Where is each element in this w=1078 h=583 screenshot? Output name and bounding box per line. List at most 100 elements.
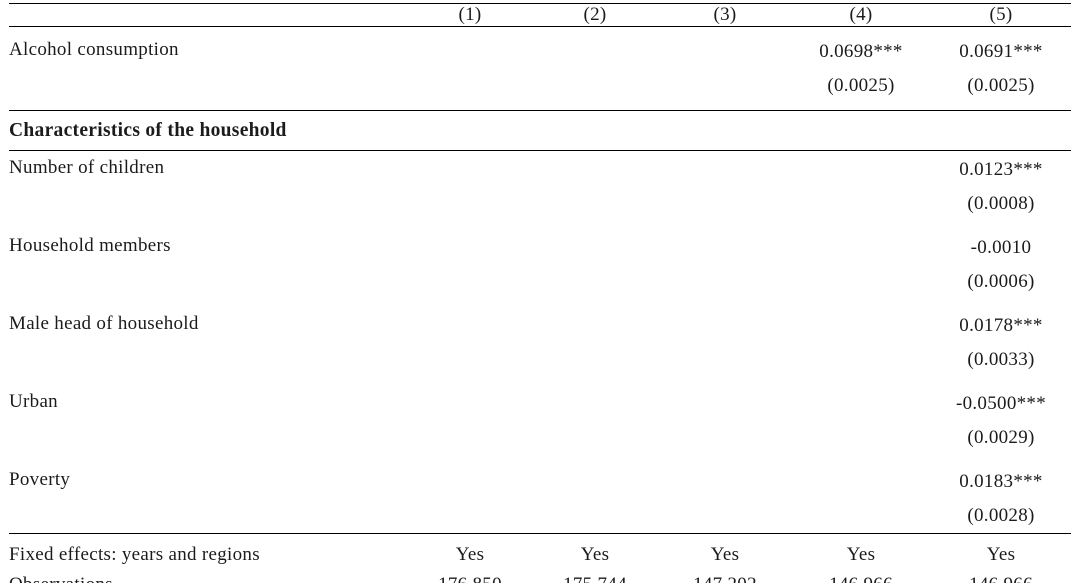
- standard-error: (0.0008): [967, 193, 1035, 214]
- row-alcohol-consumption: Alcohol consumption 0.0698*** (0.0025): [9, 26, 1071, 111]
- coef-cell: [791, 307, 931, 385]
- standard-error: [659, 499, 791, 533]
- fixed-effects-value: Yes: [846, 544, 876, 565]
- standard-error: [791, 343, 931, 377]
- row-household-members: Household members -0.: [9, 229, 1071, 307]
- standard-error: [659, 421, 791, 455]
- observations-value: 146,966: [931, 570, 1071, 583]
- row-label: Household members: [9, 235, 171, 256]
- row-label: Poverty: [9, 463, 409, 534]
- row-label: Male head of household: [9, 313, 199, 334]
- standard-error: [659, 69, 791, 103]
- coefficient-value: 0.0183***: [959, 471, 1043, 492]
- coef-cell: [791, 151, 931, 230]
- standard-error: (0.0025): [827, 75, 895, 96]
- coef-cell: -0.0500*** (0.0029): [931, 385, 1071, 463]
- coefficient-value: [531, 153, 659, 187]
- coef-cell: [409, 463, 531, 534]
- coefficient-value: -0.0010: [970, 237, 1032, 258]
- coefficient-value: [791, 153, 931, 187]
- section-header-label: Characteristics of the household: [9, 110, 1071, 151]
- standard-error: [409, 265, 531, 299]
- coefficient-value: [791, 465, 931, 499]
- standard-error: [531, 499, 659, 533]
- standard-error: [531, 265, 659, 299]
- coef-cell: 0.0178*** (0.0033): [931, 307, 1071, 385]
- row-label: Urban: [9, 391, 58, 412]
- coefficient-value: -0.0500***: [955, 393, 1047, 414]
- row-observations: Observations 176,850 175,744 147,202 146…: [9, 570, 1071, 583]
- coefficient-value: [531, 465, 659, 499]
- standard-error: [791, 265, 931, 299]
- row-label: Alcohol consumption: [9, 26, 409, 111]
- standard-error: [409, 499, 531, 533]
- coef-cell: 0.0691*** (0.0025): [931, 26, 1071, 111]
- coef-cell: 0.0183*** (0.0028): [931, 463, 1071, 534]
- coefficient-value: [659, 231, 791, 265]
- column-header-2: (2): [531, 3, 659, 27]
- standard-error: [409, 343, 531, 377]
- coefficient-value: [659, 309, 791, 343]
- coef-cell: 0.0698*** (0.0025): [791, 26, 931, 111]
- standard-error: (0.0033): [967, 349, 1035, 370]
- row-label: Fixed effects: years and regions: [9, 544, 260, 565]
- fixed-effects-value: Yes: [455, 544, 485, 565]
- coef-cell: [791, 463, 931, 534]
- column-header-5: (5): [931, 3, 1071, 27]
- coef-cell: [791, 385, 931, 463]
- coefficient-value: 0.0698***: [819, 41, 903, 62]
- coef-cell: [659, 385, 791, 463]
- coef-cell: [659, 151, 791, 230]
- standard-error: [409, 69, 531, 103]
- column-header-empty: [9, 3, 409, 27]
- coefficient-value: [791, 387, 931, 421]
- observations-value: 147,202: [659, 570, 791, 583]
- column-header-3: (3): [659, 3, 791, 27]
- coef-cell: [659, 307, 791, 385]
- coef-cell: [531, 26, 659, 111]
- fixed-effects-value: Yes: [710, 544, 740, 565]
- coef-cell: [659, 229, 791, 307]
- row-number-of-children: Number of children 0.: [9, 151, 1071, 230]
- coefficient-value: [409, 465, 531, 499]
- standard-error: [531, 421, 659, 455]
- standard-error: (0.0025): [967, 75, 1035, 96]
- coefficient-value: 0.0123***: [959, 159, 1043, 180]
- standard-error: [659, 265, 791, 299]
- coefficient-value: [409, 309, 531, 343]
- coef-cell: [659, 463, 791, 534]
- row-urban: Urban -0.0500***: [9, 385, 1071, 463]
- column-header-4: (4): [791, 3, 931, 27]
- coefficient-value: [409, 387, 531, 421]
- standard-error: [409, 187, 531, 221]
- coef-cell: 0.0123*** (0.0008): [931, 151, 1071, 230]
- regression-table: (1) (2) (3) (4) (5) Alcohol consumption: [9, 3, 1071, 583]
- coef-cell: [531, 463, 659, 534]
- row-male-head-of-household: Male head of household: [9, 307, 1071, 385]
- coefficient-value: [531, 309, 659, 343]
- observations-value: 176,850: [409, 570, 531, 583]
- row-label: Number of children: [9, 157, 165, 178]
- standard-error: [659, 343, 791, 377]
- coef-cell: [409, 229, 531, 307]
- standard-error: [791, 499, 931, 533]
- standard-error: (0.0006): [967, 271, 1035, 292]
- fixed-effects-value: Yes: [986, 544, 1016, 565]
- coefficient-value: [791, 231, 931, 265]
- row-poverty: Poverty 0.0183***: [9, 463, 1071, 534]
- coefficient-value: [409, 35, 531, 69]
- coef-cell: [531, 229, 659, 307]
- coef-cell: [409, 307, 531, 385]
- coefficient-value: [531, 387, 659, 421]
- fixed-effects-value: Yes: [580, 544, 610, 565]
- standard-error: [791, 421, 931, 455]
- coefficient-value: [531, 231, 659, 265]
- coefficient-value: [409, 231, 531, 265]
- coef-cell: [531, 151, 659, 230]
- coefficient-value: [659, 153, 791, 187]
- standard-error: (0.0028): [967, 505, 1035, 526]
- coefficient-value: [659, 35, 791, 69]
- coefficient-value: [659, 465, 791, 499]
- observations-value: 146,966: [791, 570, 931, 583]
